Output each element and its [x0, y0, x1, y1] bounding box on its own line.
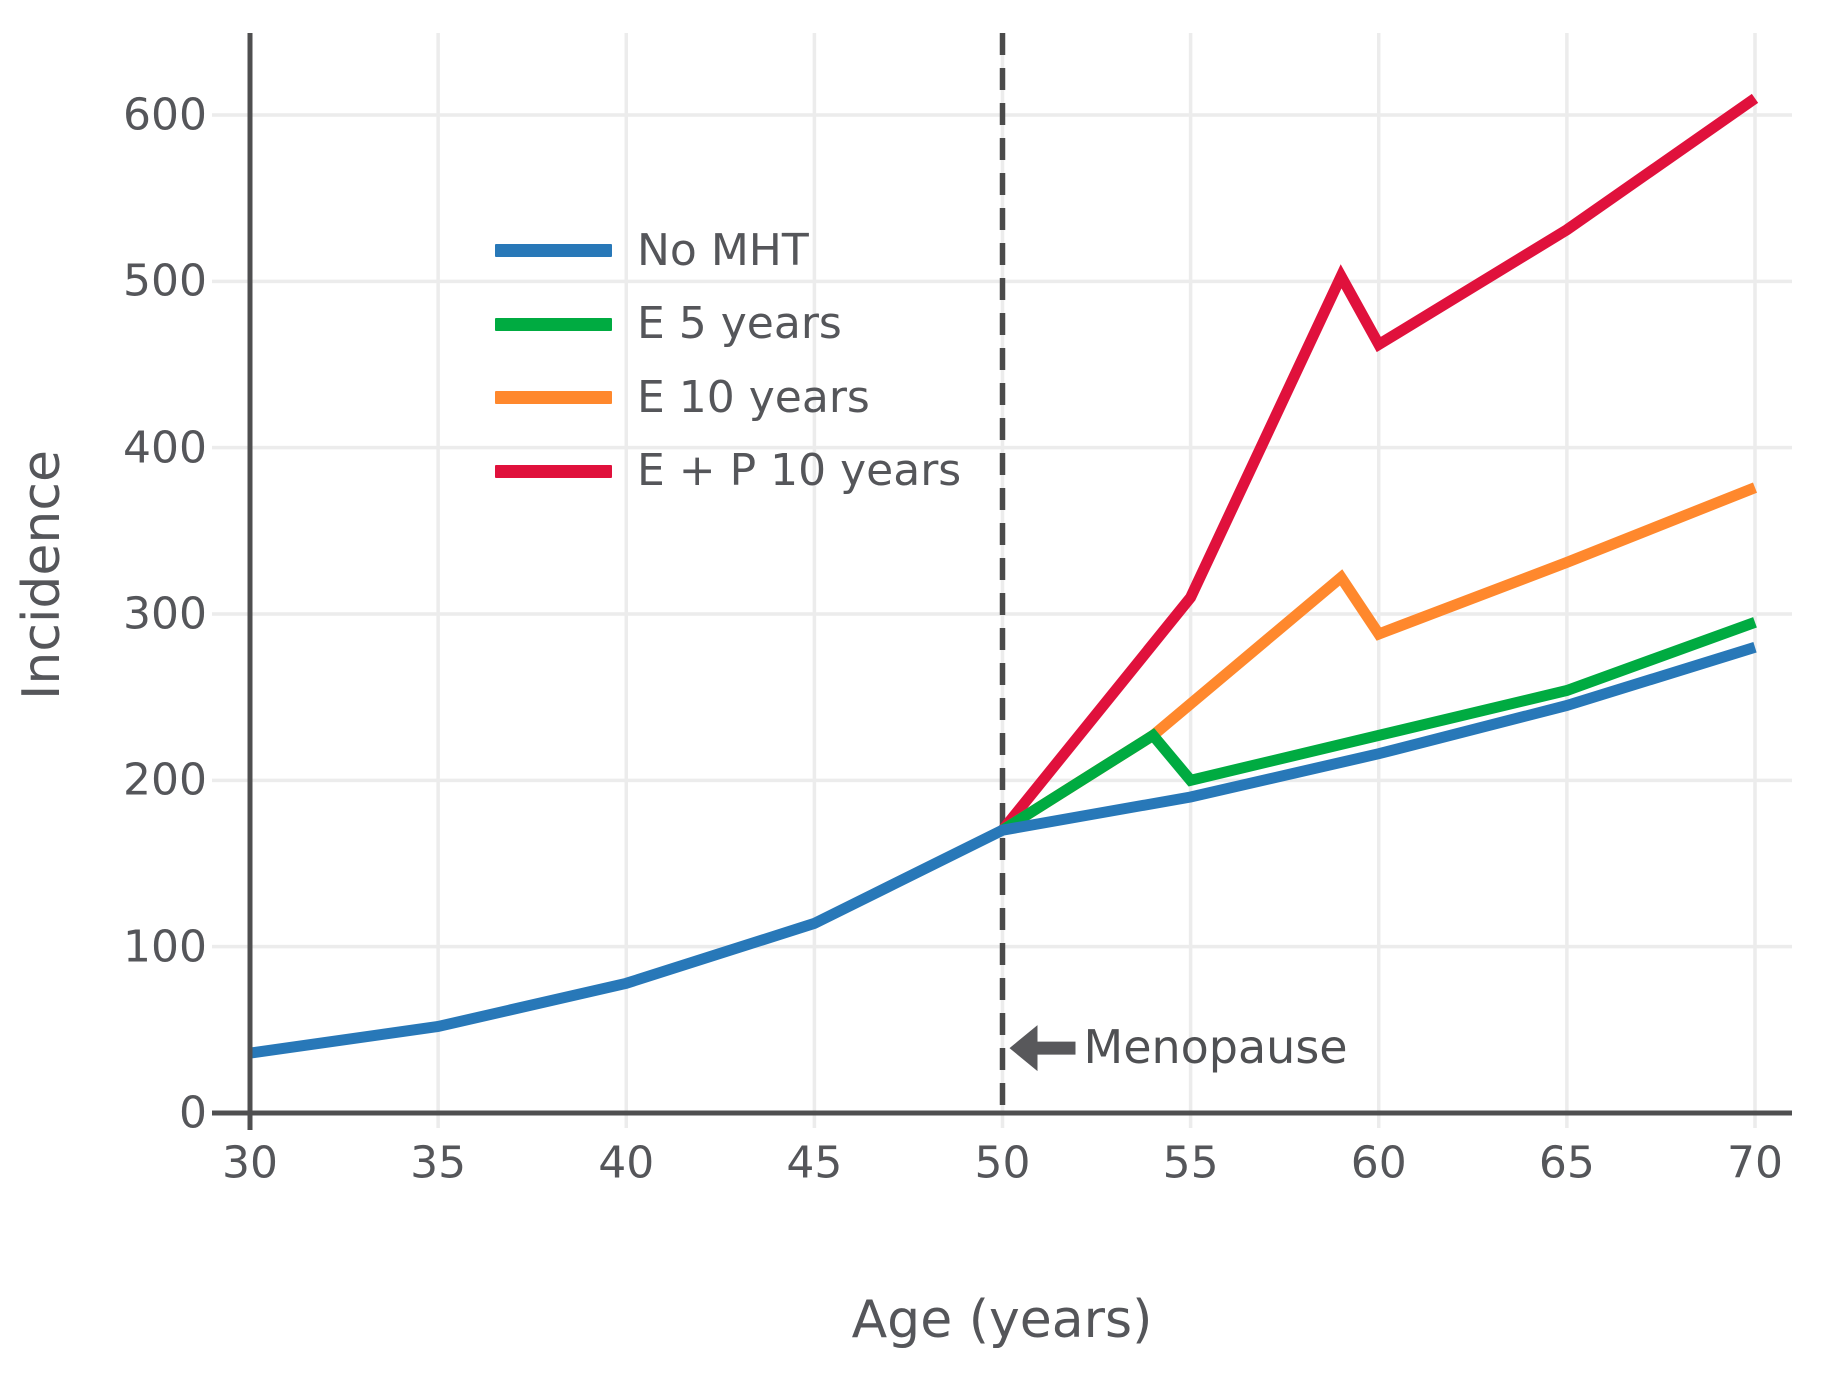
x-tick-label: 45	[786, 1137, 843, 1189]
x-tick-label: 60	[1350, 1137, 1407, 1189]
series-line-e-p-10-years	[998, 93, 1759, 834]
x-tick-label: 70	[1727, 1137, 1783, 1189]
legend-item-e-10-years: E 10 years	[495, 361, 961, 435]
legend-label-no-mht: No MHT	[637, 224, 809, 276]
x-tick-label: 50	[974, 1137, 1031, 1189]
x-tick-label: 35	[410, 1137, 467, 1189]
series-line-no-mht	[249, 642, 1757, 1059]
legend-swatch-e-10-years	[495, 391, 612, 405]
x-tick-label: 65	[1538, 1137, 1595, 1189]
left-arrow-icon	[1009, 1025, 1076, 1072]
y-tick-label: 0	[179, 1087, 207, 1139]
x-tick-label: 55	[1162, 1137, 1219, 1189]
legend: No MHT E 5 years E 10 years E + P 10 yea…	[495, 214, 961, 508]
x-tick-label: 40	[598, 1137, 655, 1189]
menopause-annotation-label: Menopause	[1083, 1020, 1348, 1075]
legend-item-no-mht: No MHT	[495, 214, 961, 288]
y-axis-title: Incidence	[12, 450, 72, 700]
x-tick-label: 30	[222, 1137, 278, 1189]
legend-swatch-e-5-years	[495, 317, 612, 331]
x-axis-title: Age (years)	[851, 1290, 1153, 1350]
legend-label-e-10-years: E 10 years	[637, 371, 870, 423]
y-tick-label: 400	[123, 422, 207, 474]
legend-swatch-e-p-10-years	[495, 464, 612, 478]
series-line-e-5-years	[999, 617, 1757, 835]
legend-label-e-5-years: E 5 years	[637, 298, 842, 350]
legend-swatch-no-mht	[495, 244, 612, 258]
y-tick-label: 100	[123, 921, 207, 973]
legend-item-e-5-years: E 5 years	[495, 288, 961, 362]
y-tick-label: 200	[123, 754, 207, 806]
y-tick-label: 500	[123, 255, 207, 307]
legend-item-e-p-10-years: E + P 10 years	[495, 435, 961, 509]
y-tick-label: 600	[123, 89, 207, 141]
legend-label-e-p-10-years: E + P 10 years	[637, 445, 962, 497]
y-tick-label: 300	[123, 588, 207, 640]
